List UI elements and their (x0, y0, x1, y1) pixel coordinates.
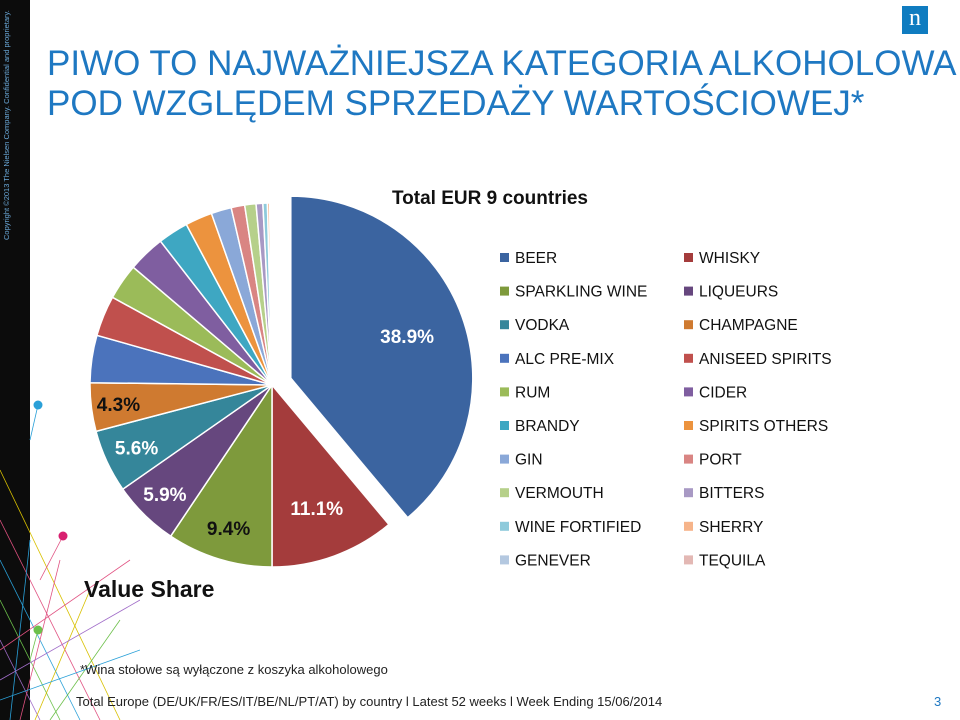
value-share-pie-chart: 38.9% 11.1% 9.4% 5.9% 5.6% 4.3% Total EUR 9 c… (84, 188, 832, 602)
legend-label-vodka: VODKA (515, 317, 570, 334)
legend-item-tequila: TEQUILA (684, 552, 766, 569)
legend-swatch-sparkling-wine (500, 286, 509, 296)
legend-swatch-aniseed-spirits (684, 353, 693, 363)
legend-item-brandy: BRANDY (500, 418, 580, 435)
chart-legend: BEER WHISKY SPARKLING WINE LIQUEURS VODKA CHA… (500, 250, 832, 569)
page-number: 3 (934, 694, 942, 709)
legend-item-aniseed-spirits: ANISEED SPIRITS (684, 351, 832, 368)
pie-slice-sparkling-wine (169, 382, 273, 568)
source-note: Total Europe (DE/UK/FR/ES/IT/BE/NL/PT/AT… (76, 694, 663, 709)
legend-swatch-whisky (684, 253, 693, 262)
data-label-beer: 38.9% (380, 327, 434, 348)
legend-swatch-wine-fortified (500, 521, 509, 531)
legend-swatch-genever (500, 555, 509, 565)
legend-label-cider: CIDER (699, 384, 747, 401)
legend-label-champagne: CHAMPAGNE (699, 317, 798, 334)
legend-item-sherry: SHERRY (684, 519, 763, 536)
legend-item-gin: GIN (500, 452, 543, 469)
legend-label-sherry: SHERRY (699, 519, 763, 536)
legend-label-rum: RUM (515, 384, 550, 401)
legend-swatch-brandy (500, 421, 509, 430)
pie-slices (89, 195, 474, 568)
pie-data-labels: 38.9% 11.1% 9.4% 5.9% 5.6% 4.3% (97, 327, 434, 540)
legend-swatch-beer (500, 253, 509, 262)
legend-item-beer: BEER (500, 250, 557, 267)
legend-swatch-tequila (684, 555, 693, 565)
legend-label-beer: BEER (515, 250, 557, 267)
legend-swatch-port (684, 454, 693, 464)
legend-label-aniseed-spirits: ANISEED SPIRITS (699, 351, 832, 368)
nielsen-logo: n (902, 6, 928, 34)
legend-swatch-alc-pre-mix (500, 353, 509, 363)
legend-item-rum: RUM (500, 384, 550, 401)
data-label-whisky: 11.1% (290, 499, 343, 520)
legend-item-vodka: VODKA (500, 317, 570, 334)
legend-label-genever: GENEVER (515, 552, 591, 569)
legend-label-spirits-others: SPIRITS OTHERS (699, 418, 828, 435)
decorative-web-pattern (0, 400, 140, 720)
legend-swatch-vodka (500, 320, 509, 330)
legend-label-whisky: WHISKY (699, 250, 760, 267)
legend-swatch-cider (684, 387, 693, 397)
legend-item-alc-pre-mix: ALC PRE-MIX (500, 351, 615, 368)
chart-caption: Value Share (84, 576, 214, 602)
legend-label-brandy: BRANDY (515, 418, 580, 435)
data-label-sparkling-wine: 9.4% (207, 519, 250, 540)
legend-item-vermouth: VERMOUTH (500, 485, 604, 502)
legend-label-vermouth: VERMOUTH (515, 485, 604, 502)
legend-item-spirits-others: SPIRITS OTHERS (684, 418, 828, 435)
legend-label-gin: GIN (515, 452, 543, 469)
slide-title-line-1: PIWO TO NAJWAŻNIEJSZA KATEGORIA ALKOHOLO… (47, 44, 957, 83)
legend-swatch-liqueurs (684, 286, 693, 296)
legend-label-tequila: TEQUILA (699, 552, 766, 569)
legend-label-alc-pre-mix: ALC PRE-MIX (515, 351, 615, 368)
legend-label-liqueurs: LIQUEURS (699, 284, 778, 301)
legend-swatch-spirits-others (684, 421, 693, 430)
legend-swatch-gin (500, 454, 509, 464)
data-label-vodka: 5.6% (115, 439, 158, 460)
legend-item-sparkling-wine: SPARKLING WINE (500, 284, 647, 301)
data-label-liqueurs: 5.9% (143, 485, 186, 506)
data-label-champagne: 4.3% (97, 395, 140, 416)
legend-item-liqueurs: LIQUEURS (684, 284, 778, 301)
footnote: *Wina stołowe są wyłączone z koszyka alk… (80, 662, 388, 677)
legend-swatch-bitters (684, 488, 693, 498)
legend-label-port: PORT (699, 452, 742, 469)
legend-item-whisky: WHISKY (684, 250, 760, 267)
legend-swatch-rum (500, 387, 509, 397)
legend-swatch-champagne (684, 320, 693, 330)
legend-item-port: PORT (684, 452, 742, 469)
legend-swatch-sherry (684, 521, 693, 531)
decor-dot-green (33, 625, 43, 635)
legend-item-bitters: BITTERS (684, 485, 764, 502)
legend-item-champagne: CHAMPAGNE (684, 317, 798, 334)
pie-slice-beer (290, 195, 474, 519)
chart-title: Total EUR 9 countries (392, 188, 588, 209)
legend-label-sparkling-wine: SPARKLING WINE (515, 284, 647, 301)
decor-dot-pink (58, 531, 68, 541)
legend-swatch-vermouth (500, 488, 509, 498)
pie-slice-tequila (270, 202, 273, 386)
legend-item-genever: GENEVER (500, 552, 591, 569)
slide-title: PIWO TO NAJWAŻNIEJSZA KATEGORIA ALKOHOLO… (47, 44, 957, 124)
decorative-sidebar: Copyright ©2013 The Nielsen Company. Con… (0, 0, 30, 720)
legend-item-wine-fortified: WINE FORTIFIED (500, 519, 641, 536)
legend-item-cider: CIDER (684, 384, 747, 401)
slide-title-line-2: POD WZGLĘDEM SPRZEDAŻY WARTOŚCIOWEJ* (47, 84, 865, 123)
decor-dot-blue (33, 400, 43, 410)
legend-label-wine-fortified: WINE FORTIFIED (515, 519, 641, 536)
legend-label-bitters: BITTERS (699, 485, 764, 502)
pie-slice-whisky (271, 382, 390, 568)
